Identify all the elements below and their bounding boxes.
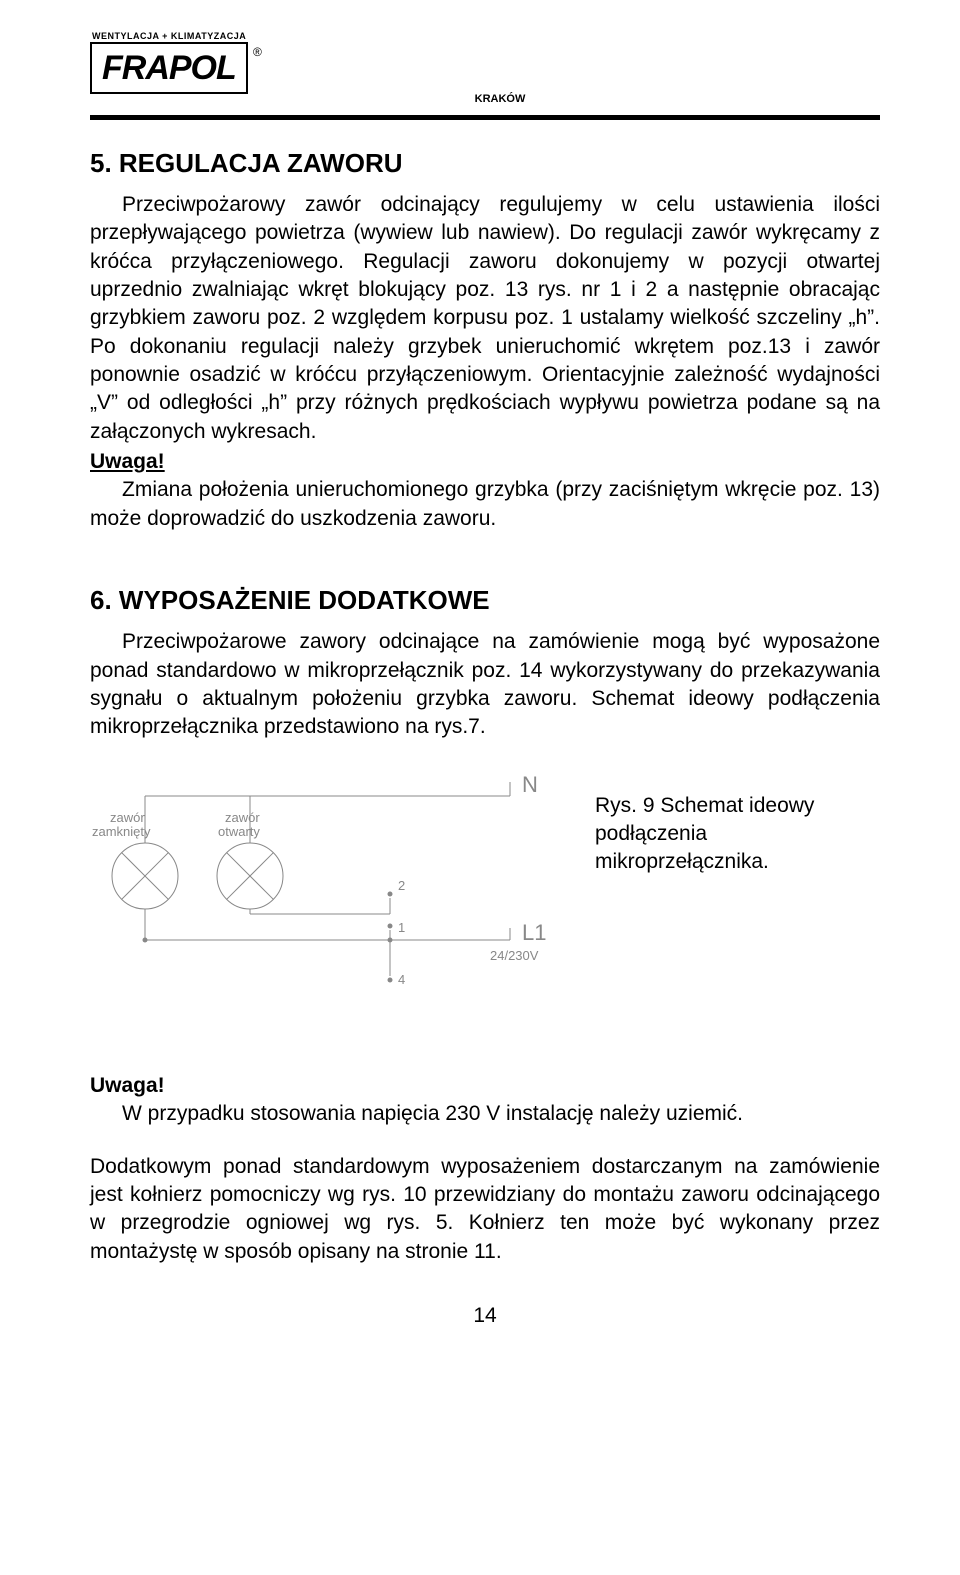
- page-number: 14: [90, 1302, 880, 1330]
- fig-label-zawor2: zawór: [225, 810, 260, 825]
- section5-uwaga-text: Zmiana położenia unieruchomionego grzybk…: [90, 476, 880, 533]
- fig-label-zamkniety: zamknięty: [92, 824, 151, 839]
- fig-label-t4: 4: [398, 972, 405, 987]
- section5-uwaga-label: Uwaga!: [90, 448, 880, 476]
- logo-box: FRAPOL: [90, 42, 248, 94]
- section6-heading: 6. WYPOSAŻENIE DODATKOWE: [90, 583, 880, 618]
- section5-heading: 5. REGULACJA ZAWORU: [90, 146, 880, 181]
- logo-top-line: WENTYLACJA + KLIMATYZACJA: [92, 30, 880, 42]
- horizontal-rule: [90, 115, 880, 120]
- logo-brand: FRAPOL: [102, 49, 236, 87]
- fig-label-zawor1: zawór: [110, 810, 145, 825]
- schematic-figure: N zawór zamknięty: [90, 764, 565, 1002]
- logo-registered: ®: [253, 44, 262, 60]
- figure-caption: Rys. 9 Schemat ideowy podłączenia mikrop…: [595, 764, 880, 877]
- fig-label-L1: L1: [522, 920, 546, 945]
- logo-city: KRAKÓW: [120, 92, 880, 107]
- fig-label-t2: 2: [398, 878, 405, 893]
- after-uwaga-label: Uwaga!: [90, 1072, 880, 1100]
- logo-block: WENTYLACJA + KLIMATYZACJA FRAPOL ® KRAKÓ…: [90, 30, 880, 107]
- fig-label-N: N: [522, 772, 538, 797]
- after-uwaga-text: W przypadku stosowania napięcia 230 V in…: [90, 1100, 880, 1128]
- fig-label-t1: 1: [398, 920, 405, 935]
- after-last-para: Dodatkowym ponad standardowym wyposażeni…: [90, 1153, 880, 1266]
- section5-para: Przeciwpożarowy zawór odcinający reguluj…: [90, 191, 880, 446]
- fig-label-volt: 24/230V: [490, 948, 539, 963]
- section6-para: Przeciwpożarowe zawory odcinające na zam…: [90, 628, 880, 741]
- fig-label-otwarty: otwarty: [218, 824, 260, 839]
